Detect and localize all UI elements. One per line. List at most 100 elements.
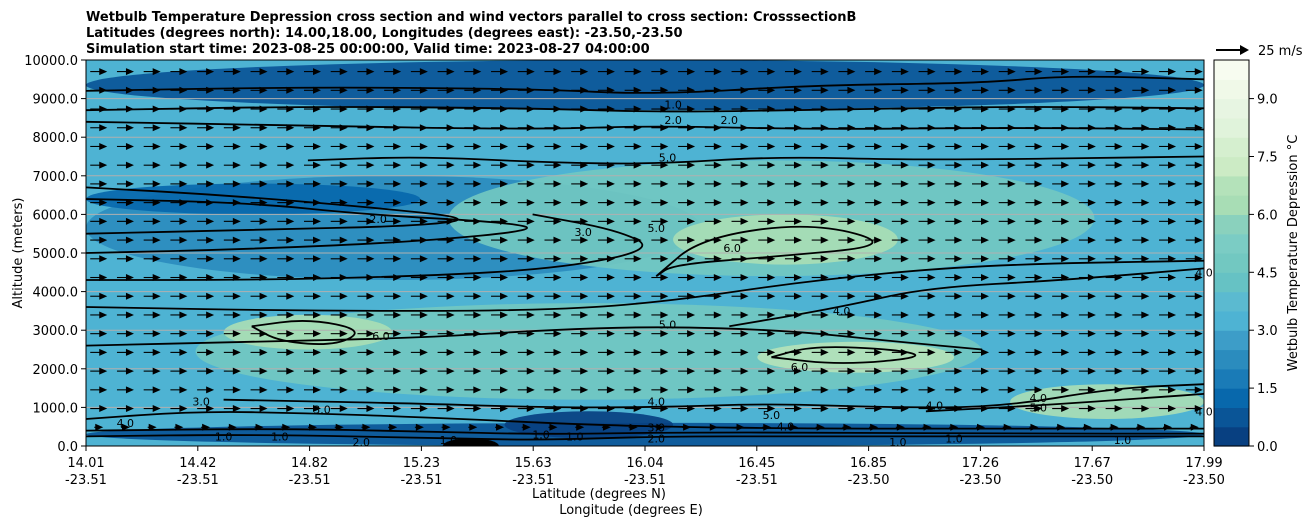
wind-vector-head bbox=[606, 217, 615, 225]
wind-vector-head bbox=[874, 367, 883, 375]
wind-vector-head bbox=[152, 274, 161, 282]
wind-vector-head bbox=[874, 161, 883, 169]
wind-vector-head bbox=[847, 217, 856, 225]
wind-vector bbox=[597, 330, 615, 338]
wind-vector-head bbox=[1061, 142, 1070, 150]
wind-vector bbox=[330, 311, 348, 319]
wind-vector-head bbox=[1087, 274, 1096, 282]
wind-vector-head bbox=[981, 236, 990, 244]
wind-vector bbox=[1025, 199, 1043, 207]
wind-vector-head bbox=[660, 217, 669, 225]
wind-vector-head bbox=[389, 423, 398, 431]
wind-vector-head bbox=[1034, 348, 1043, 356]
y-tick-label: 2000.0 bbox=[33, 363, 79, 378]
wind-vector bbox=[945, 274, 963, 282]
wind-vector bbox=[143, 236, 161, 244]
wind-vector-head bbox=[206, 142, 215, 150]
wind-vector bbox=[571, 86, 589, 94]
wind-vector bbox=[491, 68, 509, 76]
wind-vector-head bbox=[1194, 330, 1203, 338]
wind-vector-head bbox=[1087, 348, 1096, 356]
wind-vector bbox=[330, 161, 348, 169]
wind-vector-head bbox=[286, 86, 295, 94]
y-tick-label: 5000.0 bbox=[33, 247, 79, 262]
wind-vector bbox=[1132, 348, 1150, 356]
contour-line bbox=[86, 411, 1204, 430]
wind-vector-head bbox=[580, 292, 589, 300]
wind-vector bbox=[410, 292, 428, 300]
wind-vector bbox=[330, 255, 348, 263]
wind-vector-head bbox=[687, 124, 696, 132]
wind-vector-head bbox=[500, 180, 509, 188]
wind-vector bbox=[250, 199, 268, 207]
wind-vector-head bbox=[713, 142, 722, 150]
wind-vector bbox=[330, 292, 348, 300]
wind-vector-head bbox=[500, 311, 509, 319]
wind-vector bbox=[972, 274, 990, 282]
wind-vector bbox=[811, 348, 829, 356]
x-tick-label-latitude: 14.01 bbox=[67, 456, 104, 471]
wind-vector-head bbox=[874, 292, 883, 300]
wind-vector bbox=[197, 68, 215, 76]
x-tick-label-longitude: -23.50 bbox=[1183, 473, 1225, 488]
wind-vector bbox=[250, 180, 268, 188]
wind-vector-head bbox=[1003, 423, 1012, 431]
wind-vector bbox=[651, 236, 669, 244]
wind-vector bbox=[357, 348, 375, 356]
wind-vector bbox=[197, 330, 215, 338]
wind-vector-head bbox=[1083, 423, 1092, 431]
wind-vector-head bbox=[393, 86, 402, 94]
wind-vector-head bbox=[1087, 199, 1096, 207]
wind-vector-head bbox=[1034, 386, 1043, 394]
wind-vector-head bbox=[954, 236, 963, 244]
wind-vector-head bbox=[259, 386, 268, 394]
wind-vector-head bbox=[419, 367, 428, 375]
wind-vector bbox=[678, 405, 696, 413]
wind-vector-head bbox=[660, 180, 669, 188]
wind-vector-head bbox=[415, 423, 424, 431]
wind-vector-head bbox=[419, 180, 428, 188]
wind-vector bbox=[544, 367, 562, 375]
wind-vector-head bbox=[793, 274, 802, 282]
wind-vector bbox=[1185, 161, 1203, 169]
contour-label: 2.0 bbox=[647, 432, 665, 445]
wind-vector-head bbox=[927, 386, 936, 394]
wind-vector bbox=[1078, 236, 1096, 244]
wind-vector bbox=[571, 142, 589, 150]
wind-vector bbox=[1185, 311, 1203, 319]
wind-vector bbox=[891, 367, 909, 375]
wind-vector bbox=[891, 124, 909, 132]
wind-vector bbox=[437, 367, 455, 375]
wind-vector bbox=[1025, 68, 1043, 76]
wind-vector-head bbox=[339, 367, 348, 375]
contour-label: 3.0 bbox=[574, 226, 592, 239]
y-tick-label: 9000.0 bbox=[33, 93, 79, 108]
wind-vector-head bbox=[232, 68, 241, 76]
wind-vector-head bbox=[366, 386, 375, 394]
wind-vector-head bbox=[1168, 86, 1177, 94]
wind-vector bbox=[972, 255, 990, 263]
x-tick-label-longitude: -23.51 bbox=[736, 473, 778, 488]
wind-vector-head bbox=[820, 68, 829, 76]
wind-vector bbox=[544, 199, 562, 207]
wind-vector-head bbox=[713, 161, 722, 169]
wind-vector bbox=[1132, 161, 1150, 169]
wind-vector-head bbox=[1034, 105, 1043, 113]
wind-vector bbox=[651, 255, 669, 263]
wind-vector bbox=[1132, 86, 1150, 94]
wind-vector-head bbox=[553, 68, 562, 76]
colorbar-tick-label: 1.5 bbox=[1257, 382, 1278, 397]
wind-vector-head bbox=[446, 386, 455, 394]
wind-vector bbox=[1078, 330, 1096, 338]
wind-vector-head bbox=[847, 330, 856, 338]
wind-vector bbox=[90, 330, 108, 338]
wind-vector bbox=[651, 142, 669, 150]
contour-label: 1.0 bbox=[440, 434, 458, 447]
wind-vector bbox=[918, 199, 936, 207]
wind-vector bbox=[998, 405, 1016, 413]
wind-vector-head bbox=[125, 236, 134, 244]
wind-vector-head bbox=[793, 86, 802, 94]
wind-vector bbox=[735, 423, 745, 431]
wind-vector bbox=[357, 180, 375, 188]
wind-vector-head bbox=[1141, 217, 1150, 225]
